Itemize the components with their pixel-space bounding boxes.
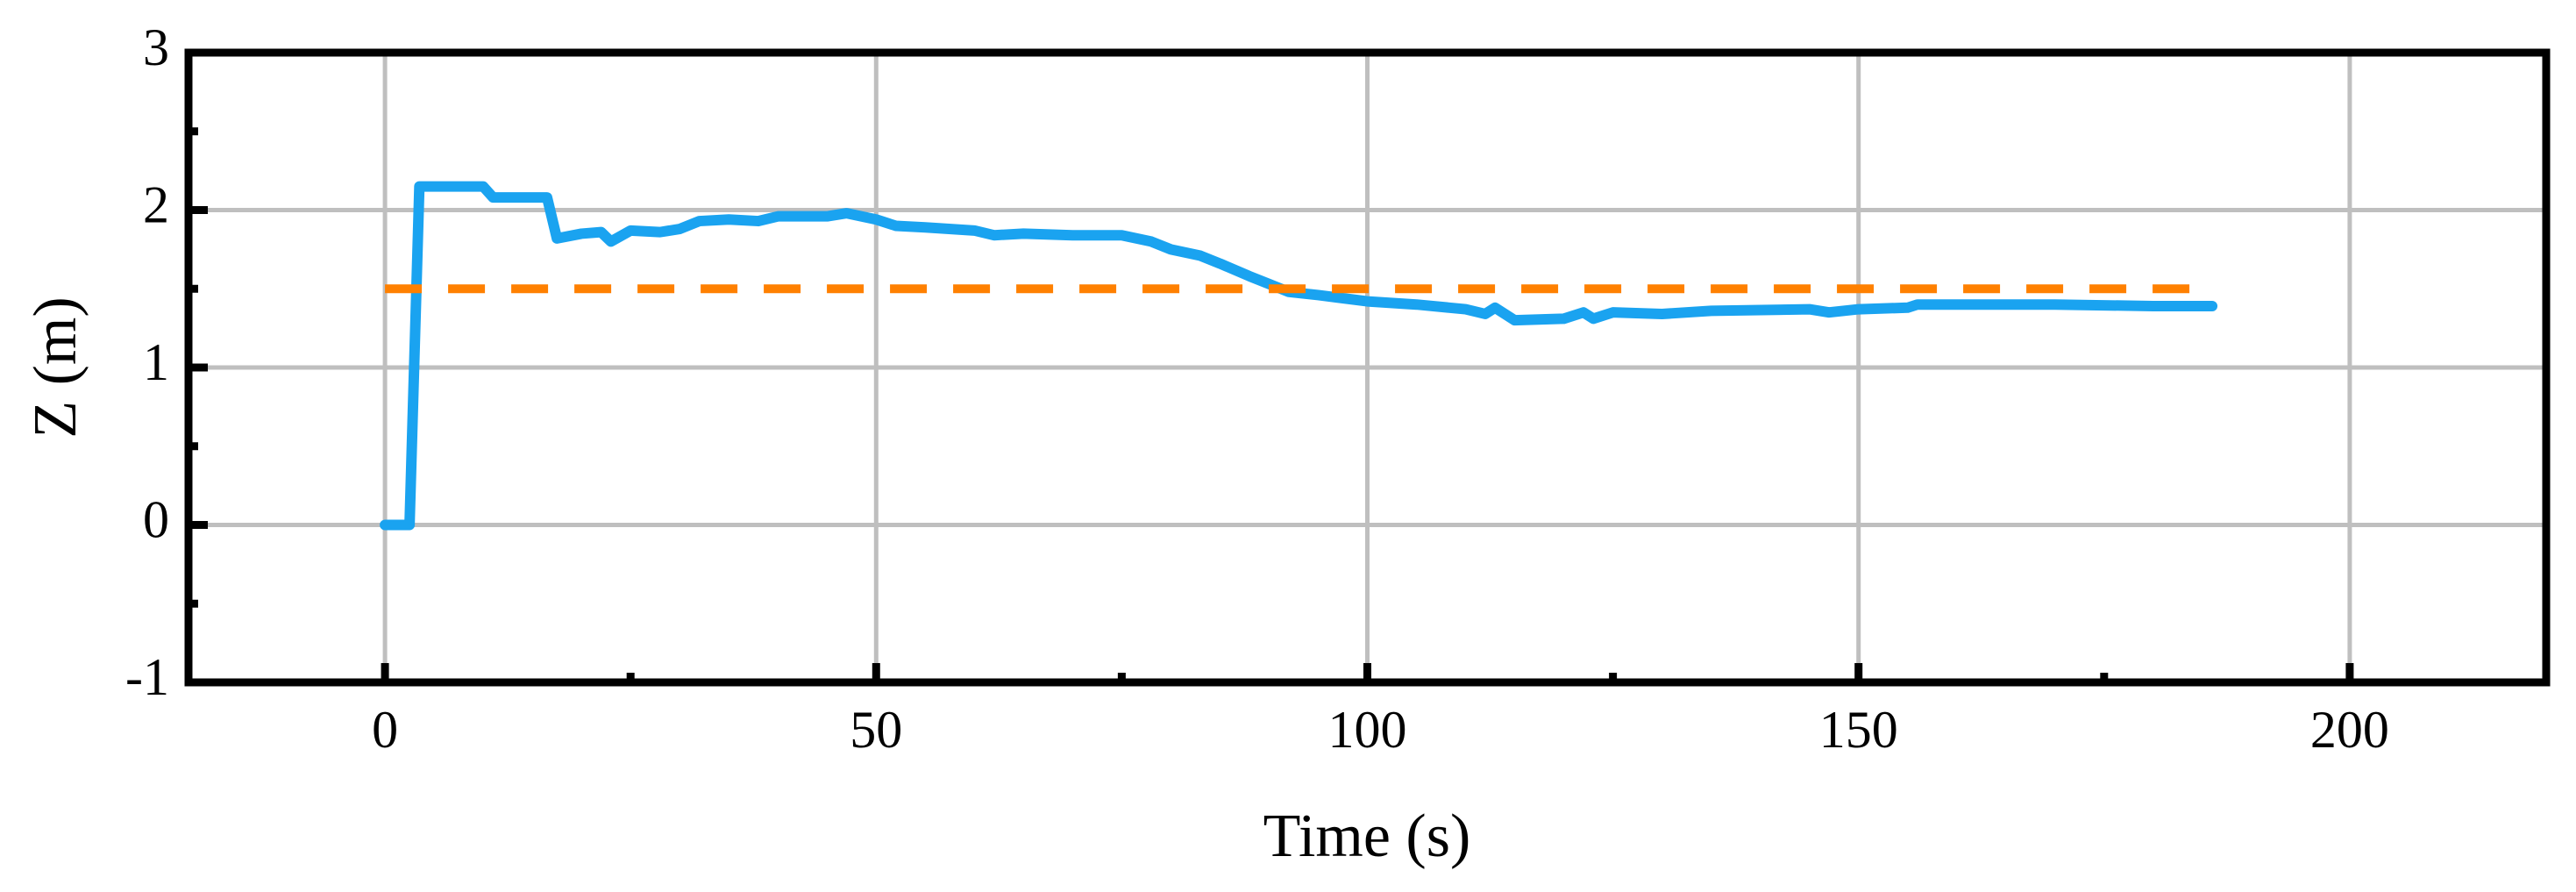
x-tick-label: 0: [372, 701, 398, 759]
plot-frame: [184, 48, 2551, 687]
x-tick-label: 150: [1819, 701, 1898, 759]
x-tick-label: 200: [2310, 701, 2389, 759]
y-tick-label: 1: [143, 333, 169, 391]
y-tick-label: 3: [143, 18, 169, 76]
data-line: [380, 181, 2218, 531]
y-tick-label: 0: [143, 490, 169, 548]
y-tick-label: 2: [143, 175, 169, 233]
x-tick-label: 100: [1328, 701, 1407, 759]
x-axis-label: Time (s): [1263, 803, 1471, 870]
y-tick-label: -1: [125, 648, 169, 706]
x-tick-label: 50: [850, 701, 902, 759]
y-axis-label: Z (m): [22, 296, 89, 438]
